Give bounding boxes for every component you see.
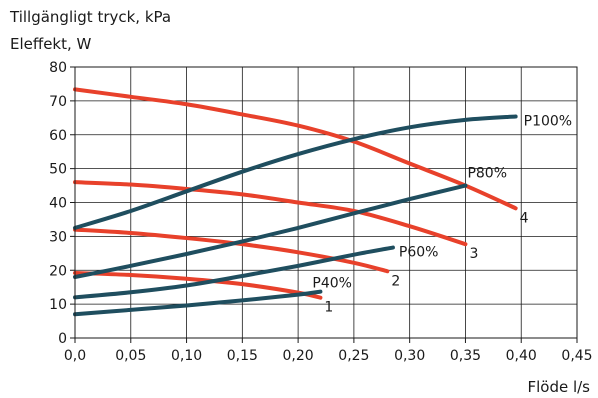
y-tick-label: 40: [49, 196, 67, 212]
power-series-group: [73, 114, 518, 317]
series-end-labels: 1 2 3 4 P40% P60% P80% P100%: [312, 113, 572, 315]
series-end-label: 3: [469, 246, 478, 262]
x-axis-ticks: 0,0 0,05 0,10 0,15 0,20 0,25 0,30 0,35 0,40 0,45: [64, 338, 593, 364]
y-axis-title: Tillgängligt tryck, kPa Eleffekt, W: [10, 8, 171, 53]
x-tick-label: 0,35: [450, 348, 481, 364]
x-tick-label: 0,40: [506, 348, 537, 364]
y-axis-ticks: 0 10 20 30 40 50 60 70 80: [49, 60, 75, 347]
series-end-label: 4: [520, 210, 529, 226]
y-tick-label: 20: [49, 263, 67, 279]
x-tick-label: 0,25: [338, 348, 369, 364]
y-tick-label: 80: [49, 60, 67, 76]
x-tick-label: 0,20: [283, 348, 314, 364]
series-end-label: P100%: [524, 113, 572, 129]
series-end-label: P40%: [312, 276, 352, 292]
series-end-label: P60%: [399, 245, 439, 261]
series-line-p60pct: [73, 245, 395, 300]
series-line-3: [73, 180, 468, 247]
series-line-p40pct: [73, 289, 323, 317]
x-tick-label: 0,30: [394, 348, 425, 364]
y-tick-label: 0: [58, 331, 67, 347]
series-line-p80pct: [73, 183, 468, 280]
x-tick-label: 0,05: [115, 348, 146, 364]
y-tick-label: 10: [49, 297, 67, 313]
y-tick-label: 70: [49, 94, 67, 110]
series-line-2: [73, 227, 390, 274]
x-tick-label: 0,10: [171, 348, 202, 364]
series-end-label: P80%: [467, 166, 507, 182]
series-line-4: [73, 87, 518, 211]
x-tick-label: 0,15: [227, 348, 258, 364]
y-tick-label: 60: [49, 128, 67, 144]
y-tick-label: 30: [49, 229, 67, 245]
x-tick-label: 0,0: [64, 348, 86, 364]
series-end-label: 1: [324, 300, 333, 316]
y-tick-label: 50: [49, 162, 67, 178]
x-axis-title: Flöde l/s: [527, 378, 590, 396]
y-axis-title-pressure: Tillgängligt tryck, kPa: [10, 8, 172, 26]
series-end-label: 2: [391, 273, 400, 289]
series-line-p100pct: [73, 114, 518, 230]
x-tick-label: 0,45: [561, 348, 592, 364]
y-axis-title-power: Eleffekt, W: [10, 35, 92, 53]
